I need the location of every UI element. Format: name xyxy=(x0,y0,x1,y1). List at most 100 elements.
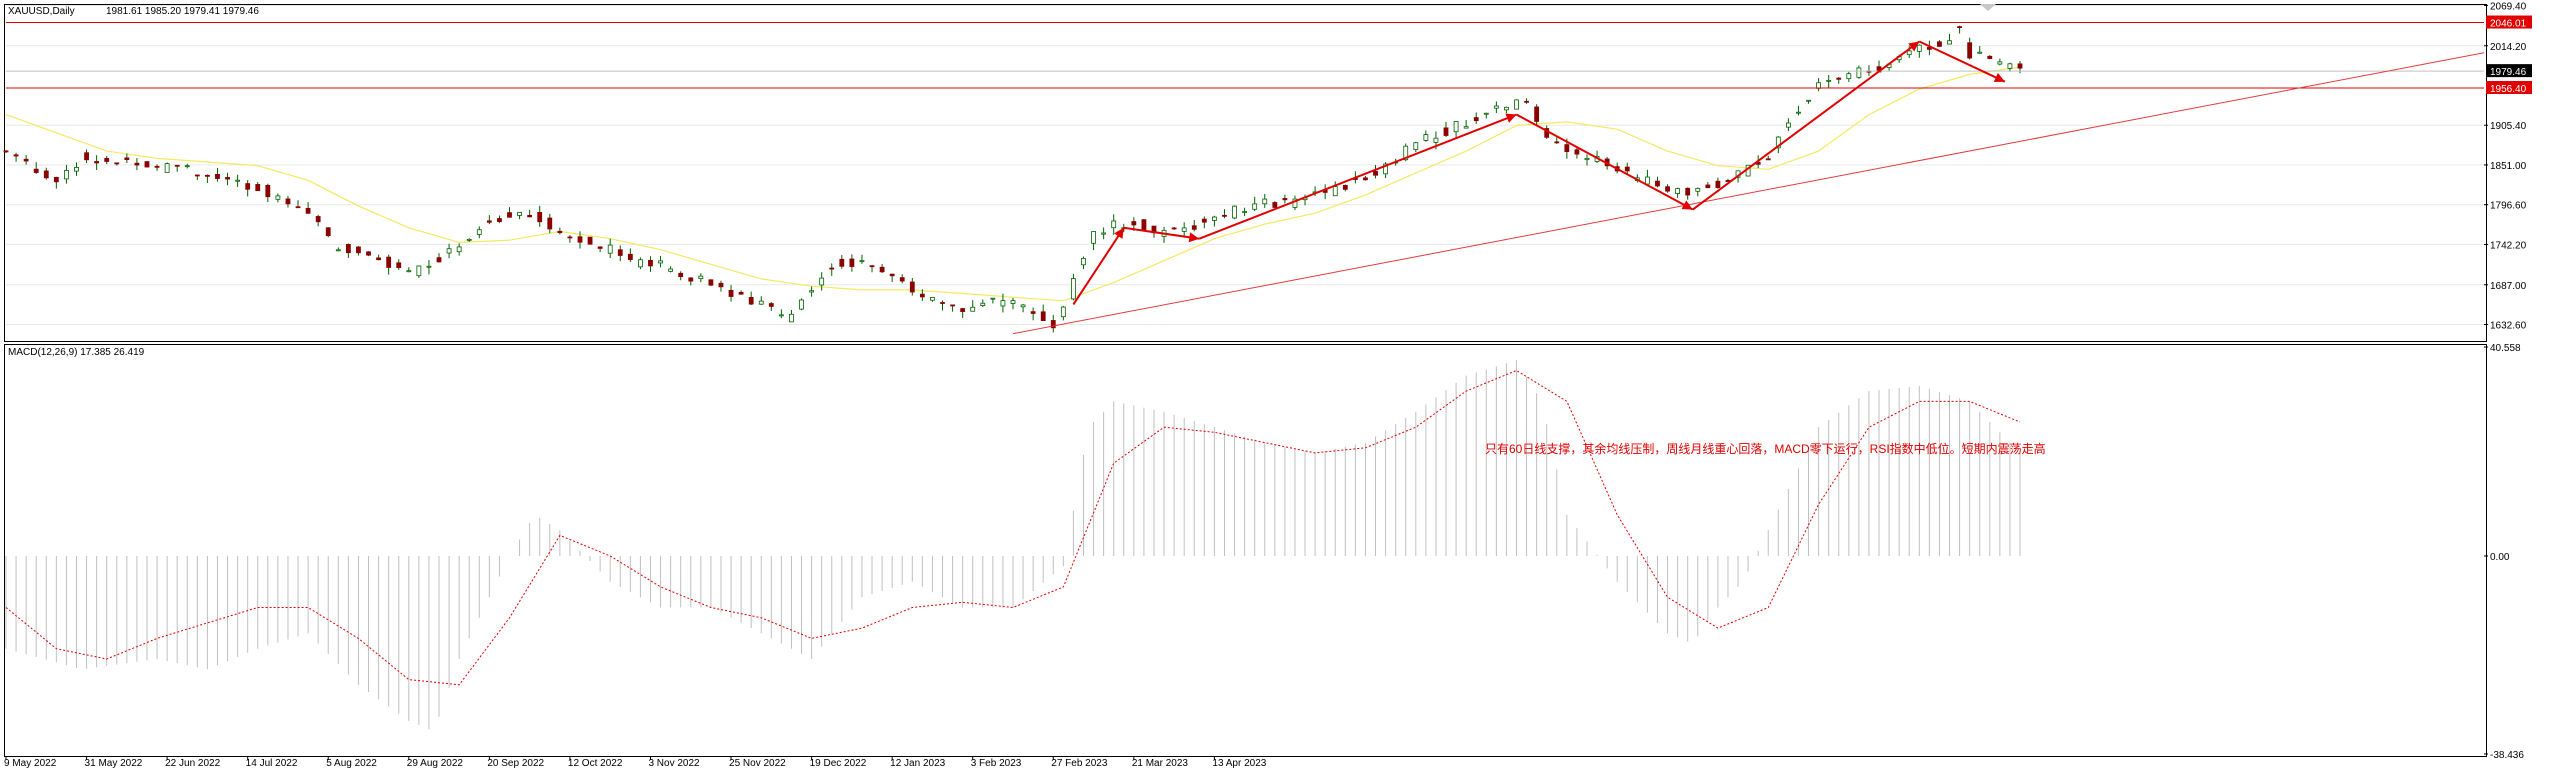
candle xyxy=(567,235,573,243)
candle xyxy=(627,248,633,263)
bear-candle-body xyxy=(557,230,563,234)
bull-candle-body xyxy=(1806,99,1811,102)
price-axis-label: 1687.00 xyxy=(2490,281,2527,292)
bull-candle-body xyxy=(789,313,794,323)
resistance-price-tag xyxy=(2486,15,2532,29)
candle xyxy=(1453,121,1459,138)
candle xyxy=(1292,195,1298,211)
candle xyxy=(144,161,150,168)
bear-candle-body xyxy=(627,253,633,261)
candle xyxy=(1645,169,1650,186)
candle xyxy=(194,174,200,180)
price-axis-label: 2069.40 xyxy=(2490,1,2527,12)
candle xyxy=(1483,112,1489,119)
bull-candle-body xyxy=(1997,61,2003,65)
time-axis-label: 20 Sep 2022 xyxy=(487,758,544,769)
bear-candle-body xyxy=(497,218,502,222)
candle xyxy=(879,264,885,274)
candle xyxy=(1443,121,1449,137)
trend-arrow-shaft xyxy=(1123,226,1200,240)
bear-candle-body xyxy=(1926,47,1932,50)
candle xyxy=(507,207,512,218)
bear-candle-body xyxy=(1050,320,1056,329)
macd-axis-label: 0.00 xyxy=(2490,552,2510,563)
bear-candle-body xyxy=(1040,311,1046,322)
bear-candle-body xyxy=(1705,184,1711,189)
bull-candle-body xyxy=(2007,63,2013,69)
chart-shift-marker[interactable] xyxy=(1980,4,1996,11)
trend-arrow-shaft xyxy=(1692,40,1920,211)
bear-candle-body xyxy=(134,162,140,166)
candle xyxy=(617,245,623,262)
bear-candle-body xyxy=(3,150,9,153)
macd-signal-polyline xyxy=(5,369,2021,686)
bear-candle-body xyxy=(265,184,271,198)
time-axis-label: 29 Aug 2022 xyxy=(407,758,464,769)
bear-candle-body xyxy=(436,257,442,263)
macd-label: MACD(12,26,9) 17.385 26.419 xyxy=(8,347,145,358)
candle xyxy=(1191,219,1197,232)
bear-candle-body xyxy=(708,279,714,286)
macd-axis-label: -38.436 xyxy=(2490,750,2524,761)
candle xyxy=(950,304,955,312)
candle xyxy=(13,152,19,162)
macd-histogram xyxy=(5,360,2021,730)
candle xyxy=(698,273,704,283)
bull-candle-body xyxy=(1916,44,1922,52)
candle xyxy=(1514,99,1519,110)
bear-candle-body xyxy=(537,211,543,223)
candle xyxy=(1675,187,1681,198)
bull-candle-body xyxy=(1000,300,1006,307)
candle xyxy=(970,300,976,312)
trend-arrow-head xyxy=(1505,113,1517,123)
candle xyxy=(1201,216,1207,229)
bear-candle-body xyxy=(345,244,351,254)
candle xyxy=(1806,99,1811,104)
bear-candle-body xyxy=(688,277,694,282)
bull-candle-body xyxy=(64,170,69,180)
bear-candle-body xyxy=(1222,214,1227,217)
current-price-tag xyxy=(2486,64,2532,78)
bear-candle-body xyxy=(94,161,100,164)
bear-candle-body xyxy=(960,308,966,312)
bear-candle-body xyxy=(829,267,835,270)
candle xyxy=(789,309,794,323)
bull-candle-body xyxy=(1645,176,1650,185)
bull-candle-body xyxy=(1060,306,1066,318)
candle xyxy=(406,267,412,273)
candle xyxy=(497,215,502,224)
candle xyxy=(1846,71,1852,82)
bear-candle-body xyxy=(43,170,49,179)
candle xyxy=(1937,40,1942,47)
bear-candle-body xyxy=(1534,106,1540,122)
trend-arrow xyxy=(1918,40,2006,83)
candle xyxy=(658,255,663,268)
candle xyxy=(215,167,220,182)
bear-candle-body xyxy=(315,216,321,223)
bear-candle-body xyxy=(1967,42,1973,59)
price-axis-label: 2014.20 xyxy=(2490,42,2527,53)
bull-candle-body xyxy=(1242,211,1248,213)
candle xyxy=(889,273,895,282)
candle xyxy=(748,291,754,306)
bear-candle-body xyxy=(1030,311,1036,314)
bear-candle-body xyxy=(53,176,59,183)
bear-candle-body xyxy=(909,281,915,293)
time-axis-label: 14 Jul 2022 xyxy=(246,758,298,769)
candle xyxy=(829,263,835,276)
candle xyxy=(708,279,714,287)
bull-candle-body xyxy=(446,248,452,254)
candle xyxy=(1101,227,1107,240)
bull-candle-body xyxy=(1977,51,1983,54)
grid-layer xyxy=(6,4,2484,325)
bear-candle-body xyxy=(940,302,945,304)
bear-candle-body xyxy=(648,259,653,267)
bear-candle-body xyxy=(879,266,885,273)
bear-candle-body xyxy=(1141,219,1147,231)
bull-candle-body xyxy=(1292,198,1298,208)
bear-candle-body xyxy=(154,165,160,168)
bear-candle-body xyxy=(1715,180,1721,188)
bull-candle-body xyxy=(1846,73,1852,80)
candle xyxy=(1060,305,1066,321)
bear-candle-body xyxy=(114,162,120,165)
